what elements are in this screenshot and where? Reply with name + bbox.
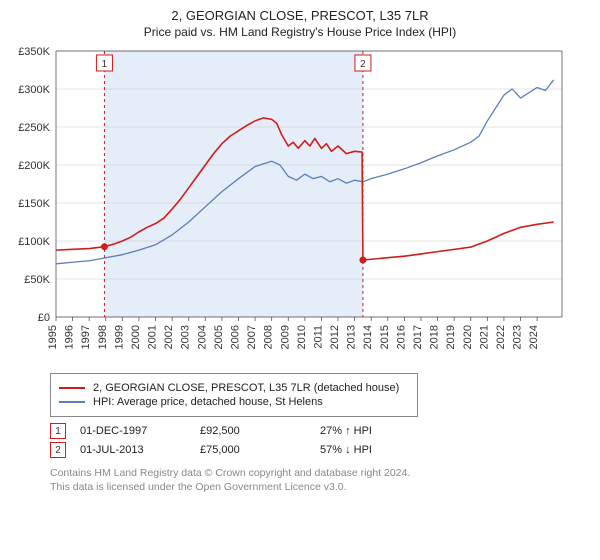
svg-text:2019: 2019 [445,325,457,349]
svg-text:2021: 2021 [478,325,490,349]
svg-text:2002: 2002 [163,325,175,349]
legend-label: HPI: Average price, detached house, St H… [93,396,323,408]
svg-text:£350K: £350K [18,46,50,58]
svg-text:2010: 2010 [296,325,308,349]
svg-text:2006: 2006 [229,325,241,349]
attribution-line: This data is licensed under the Open Gov… [50,480,590,494]
svg-text:1996: 1996 [64,325,76,349]
legend-item: 2, GEORGIAN CLOSE, PRESCOT, L35 7LR (det… [59,382,409,394]
attribution: Contains HM Land Registry data © Crown c… [50,466,590,494]
svg-text:2013: 2013 [346,325,358,349]
svg-text:2001: 2001 [147,325,159,349]
svg-text:2008: 2008 [263,325,275,349]
svg-text:£300K: £300K [18,84,50,96]
svg-text:2011: 2011 [312,325,324,349]
event-marker-row: 2 01-JUL-2013£75,00057% ↓ HPI [50,442,590,458]
chart-plot: £0 £50K £100K £150K £200K £250K £300K £350K 1995… [10,45,590,365]
svg-text:2020: 2020 [462,325,474,349]
svg-text:£250K: £250K [18,122,50,134]
legend-item: HPI: Average price, detached house, St H… [59,396,409,408]
svg-text:2009: 2009 [279,325,291,349]
event-marker-price: £92,500 [200,425,320,437]
chart-subtitle: Price paid vs. HM Land Registry's House … [10,25,590,39]
svg-text:2007: 2007 [246,325,258,349]
svg-text:1: 1 [102,59,108,70]
svg-text:1995: 1995 [47,325,59,349]
svg-text:2003: 2003 [180,325,192,349]
event-marker-badge: 2 [50,442,66,458]
svg-text:£0: £0 [38,312,50,324]
event-marker-table: 1 01-DEC-1997£92,50027% ↑ HPI 2 01-JUL-2013… [50,423,590,458]
svg-text:2023: 2023 [512,325,524,349]
legend-label: 2, GEORGIAN CLOSE, PRESCOT, L35 7LR (det… [93,382,399,394]
svg-text:£150K: £150K [18,198,50,210]
svg-text:2004: 2004 [196,325,208,349]
svg-text:£100K: £100K [18,236,50,248]
svg-text:2014: 2014 [362,325,374,349]
svg-text:2015: 2015 [379,325,391,349]
event-marker-date: 01-JUL-2013 [80,444,200,456]
legend-swatch [59,387,85,389]
event-marker-delta: 57% ↓ HPI [320,444,440,456]
legend-swatch [59,401,85,403]
chart-title: 2, GEORGIAN CLOSE, PRESCOT, L35 7LR [10,8,590,23]
svg-text:2012: 2012 [329,325,341,349]
legend: 2, GEORGIAN CLOSE, PRESCOT, L35 7LR (det… [50,373,418,417]
event-marker-price: £75,000 [200,444,320,456]
svg-text:2022: 2022 [495,325,507,349]
svg-text:2017: 2017 [412,325,424,349]
svg-text:2000: 2000 [130,325,142,349]
svg-text:1999: 1999 [113,325,125,349]
svg-text:2018: 2018 [429,325,441,349]
line-chart-svg: £0 £50K £100K £150K £200K £250K £300K £350K 1995… [10,45,570,365]
svg-text:2005: 2005 [213,325,225,349]
svg-text:1997: 1997 [80,325,92,349]
svg-text:2024: 2024 [528,325,540,349]
chart-container: 2, GEORGIAN CLOSE, PRESCOT, L35 7LR Pric… [0,0,600,504]
svg-text:£200K: £200K [18,160,50,172]
event-marker-badge: 1 [50,423,66,439]
svg-text:£50K: £50K [24,274,50,286]
event-marker-row: 1 01-DEC-1997£92,50027% ↑ HPI [50,423,590,439]
svg-text:2: 2 [360,59,366,70]
attribution-line: Contains HM Land Registry data © Crown c… [50,466,590,480]
event-marker-date: 01-DEC-1997 [80,425,200,437]
svg-text:1998: 1998 [97,325,109,349]
svg-text:2016: 2016 [395,325,407,349]
event-marker-delta: 27% ↑ HPI [320,425,440,437]
